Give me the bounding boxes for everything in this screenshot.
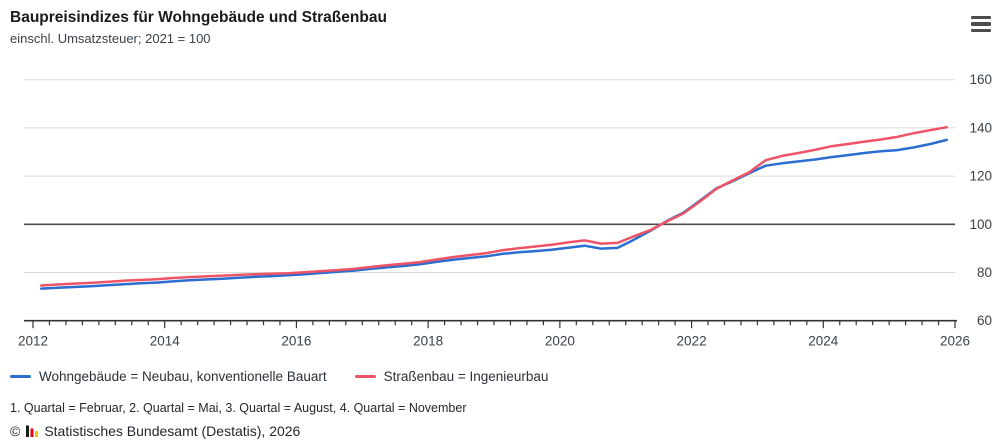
x-tick-label: 2016 [281, 334, 311, 349]
line-chart-canvas: 60 80 100 120 140 160 2012 2014 2016 2018 2020 2022… [18, 72, 992, 349]
x-tick-label: 2018 [413, 334, 443, 349]
x-tick-label: 2024 [808, 334, 839, 349]
legend-dash-icon [10, 374, 31, 379]
x-tick-label: 2022 [677, 334, 707, 349]
y-tick-label: 160 [969, 72, 992, 87]
quarter-footnote: 1. Quartal = Februar, 2. Quartal = Mai, … [10, 401, 467, 415]
hamburger-bar [971, 22, 991, 26]
x-tick-label: 2014 [150, 334, 181, 349]
y-tick-label: 140 [969, 120, 992, 135]
y-tick-label: 80 [977, 265, 992, 280]
x-tick-label: 2020 [545, 334, 575, 349]
legend-label: Straßenbau = Ingenieurbau [383, 369, 549, 384]
y-tick-label: 60 [977, 313, 992, 328]
legend-dash-icon [354, 374, 376, 379]
x-tick-label: 2026 [940, 334, 970, 349]
chart-subtitle: einschl. Umsatzsteuer; 2021 = 100 [10, 31, 211, 46]
series-line-1 [39, 125, 949, 287]
destatis-logo-icon [26, 425, 39, 437]
legend-item-0[interactable]: Wohngebäude = Neubau, konventionelle Bau… [10, 369, 327, 384]
series-line-0 [39, 138, 949, 290]
y-tick-label: 100 [969, 217, 992, 232]
legend-item-1[interactable]: Straßenbau = Ingenieurbau [354, 369, 549, 384]
hamburger-bar [971, 28, 991, 32]
copyright-text: Statistisches Bundesamt (Destatis), 2026 [44, 423, 301, 439]
x-tick-label: 2012 [18, 334, 48, 349]
chart-legend: Wohngebäude = Neubau, konventionelle Bau… [10, 369, 548, 384]
legend-label: Wohngebäude = Neubau, konventionelle Bau… [39, 369, 327, 384]
copyright-line: © Statistisches Bundesamt (Destatis), 20… [10, 423, 300, 439]
hamburger-bar [971, 16, 991, 20]
y-tick-label: 120 [969, 169, 992, 184]
copyright-symbol: © [10, 423, 21, 439]
chart-title: Baupreisindizes für Wohngebäude und Stra… [10, 9, 387, 26]
hamburger-icon[interactable] [966, 10, 996, 38]
